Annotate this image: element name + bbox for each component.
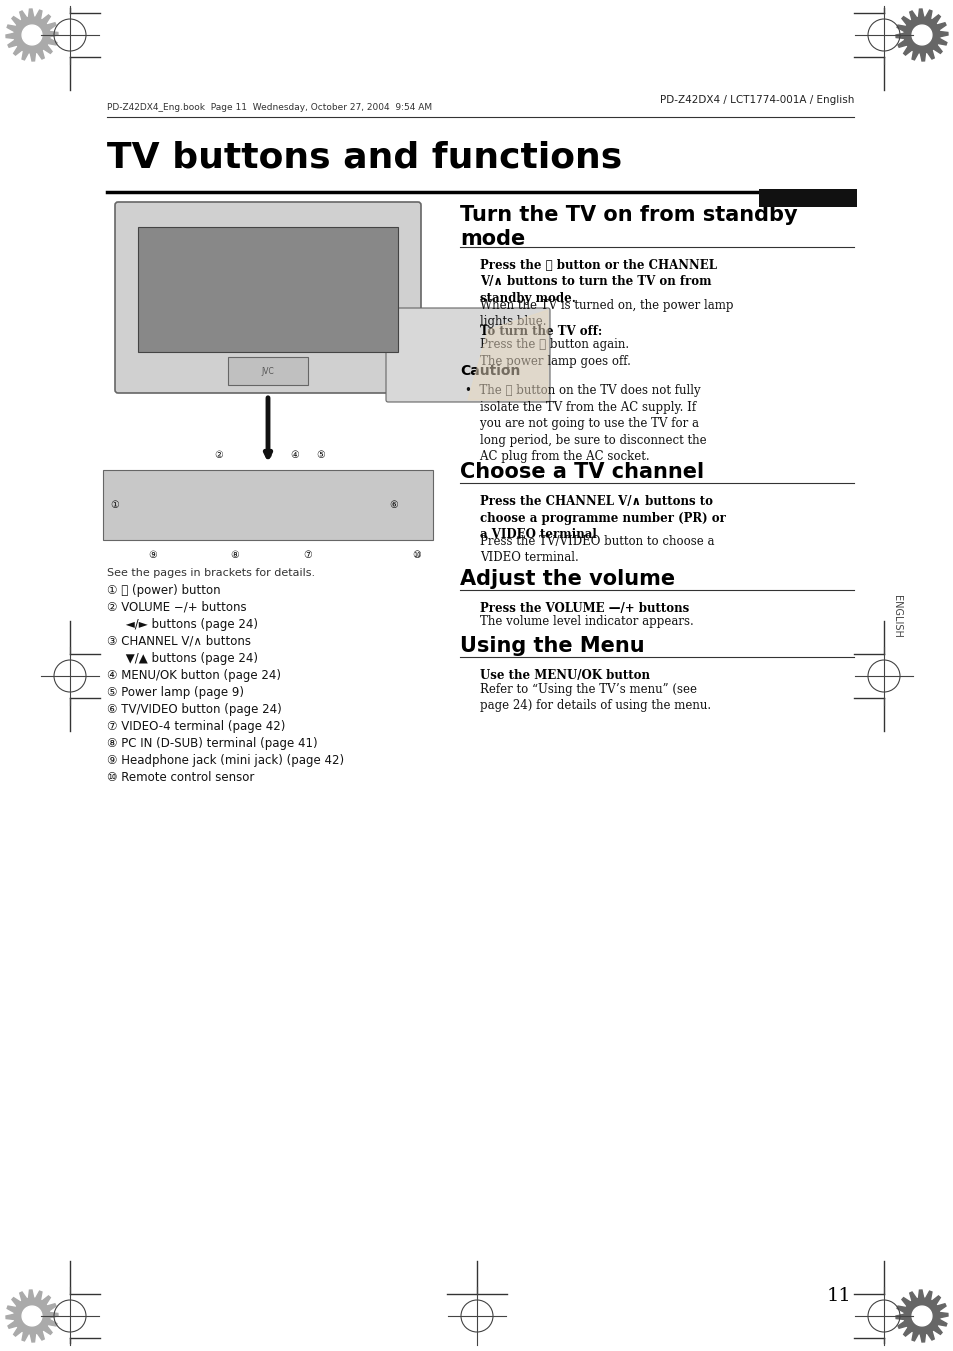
Text: TV buttons and functions: TV buttons and functions (107, 141, 621, 174)
Polygon shape (6, 9, 58, 61)
Text: See the pages in brackets for details.: See the pages in brackets for details. (107, 567, 314, 578)
Text: Turn the TV on from standby
mode: Turn the TV on from standby mode (459, 205, 797, 249)
Text: ⑥ TV/VIDEO button (page 24): ⑥ TV/VIDEO button (page 24) (107, 703, 281, 716)
Text: To turn the TV off:: To turn the TV off: (479, 324, 601, 338)
FancyBboxPatch shape (386, 308, 550, 403)
Text: ①: ① (111, 500, 119, 509)
Text: Press the ⓨ button or the CHANNEL
V/∧ buttons to turn the TV on from
standby mod: Press the ⓨ button or the CHANNEL V/∧ bu… (479, 259, 717, 305)
Text: ⑧: ⑧ (231, 550, 239, 561)
Text: ④: ④ (290, 450, 298, 459)
Text: PD-Z42DX4_Eng.book  Page 11  Wednesday, October 27, 2004  9:54 AM: PD-Z42DX4_Eng.book Page 11 Wednesday, Oc… (107, 103, 432, 112)
Text: Using the Menu: Using the Menu (459, 636, 644, 657)
Text: Press the VOLUME —/+ buttons: Press the VOLUME —/+ buttons (479, 603, 688, 615)
Text: ⑤: ⑤ (316, 450, 325, 459)
Polygon shape (22, 26, 42, 45)
Text: Choose a TV channel: Choose a TV channel (459, 462, 703, 482)
Polygon shape (468, 309, 547, 400)
Text: Press the TV/VIDEO button to choose a
VIDEO terminal.: Press the TV/VIDEO button to choose a VI… (479, 535, 714, 565)
Text: The volume level indicator appears.: The volume level indicator appears. (479, 615, 693, 628)
Text: Refer to “Using the TV’s menu” (see
page 24) for details of using the menu.: Refer to “Using the TV’s menu” (see page… (479, 682, 710, 712)
Polygon shape (895, 1290, 947, 1342)
FancyBboxPatch shape (115, 203, 420, 393)
Polygon shape (6, 1290, 58, 1342)
Text: ⑧ PC IN (D-SUB) terminal (page 41): ⑧ PC IN (D-SUB) terminal (page 41) (107, 738, 317, 750)
Text: ① ⓨ (power) button: ① ⓨ (power) button (107, 584, 220, 597)
Text: 11: 11 (825, 1288, 850, 1305)
Text: ⑩: ⑩ (412, 550, 420, 561)
Text: ③ CHANNEL V/∧ buttons: ③ CHANNEL V/∧ buttons (107, 635, 251, 648)
Bar (103, 470, 433, 540)
Polygon shape (22, 1306, 42, 1325)
Bar (759, 189, 856, 207)
Text: ⑨: ⑨ (148, 550, 156, 561)
Text: JVC: JVC (261, 366, 274, 376)
Polygon shape (895, 9, 947, 61)
Text: ④ MENU/OK button (page 24): ④ MENU/OK button (page 24) (107, 669, 281, 682)
Polygon shape (911, 26, 931, 45)
Text: ⑦: ⑦ (303, 550, 312, 561)
Text: Adjust the volume: Adjust the volume (459, 569, 675, 589)
Text: ⑤ Power lamp (page 9): ⑤ Power lamp (page 9) (107, 686, 244, 698)
Text: Use the MENU/OK button: Use the MENU/OK button (479, 670, 649, 682)
Bar (138, 227, 397, 353)
Text: ▼/▲ buttons (page 24): ▼/▲ buttons (page 24) (107, 653, 257, 665)
Text: ◄/► buttons (page 24): ◄/► buttons (page 24) (107, 617, 257, 631)
Text: When the TV is turned on, the power lamp
lights blue.: When the TV is turned on, the power lamp… (479, 299, 733, 328)
Text: ② VOLUME −/+ buttons: ② VOLUME −/+ buttons (107, 601, 247, 613)
Text: ③: ③ (263, 450, 273, 459)
Text: •  The ⓨ button on the TV does not fully
    isolate the TV from the AC supply. : • The ⓨ button on the TV does not fully … (464, 385, 706, 463)
Polygon shape (911, 1306, 931, 1325)
Text: ⑥: ⑥ (389, 500, 397, 509)
Text: Press the ⓨ button again.
The power lamp goes off.: Press the ⓨ button again. The power lamp… (479, 338, 630, 367)
Text: Press the CHANNEL V/∧ buttons to
choose a programme number (PR) or
a VIDEO termi: Press the CHANNEL V/∧ buttons to choose … (479, 496, 725, 542)
Bar (228, 357, 308, 385)
Text: Caution: Caution (459, 365, 519, 378)
Text: ⑨ Headphone jack (mini jack) (page 42): ⑨ Headphone jack (mini jack) (page 42) (107, 754, 344, 767)
Text: ⑩ Remote control sensor: ⑩ Remote control sensor (107, 771, 254, 784)
Text: ②: ② (213, 450, 223, 459)
Text: ⑦ VIDEO-4 terminal (page 42): ⑦ VIDEO-4 terminal (page 42) (107, 720, 285, 734)
Text: PD-Z42DX4 / LCT1774-001A / English: PD-Z42DX4 / LCT1774-001A / English (659, 95, 853, 105)
Text: ENGLISH: ENGLISH (891, 594, 901, 638)
